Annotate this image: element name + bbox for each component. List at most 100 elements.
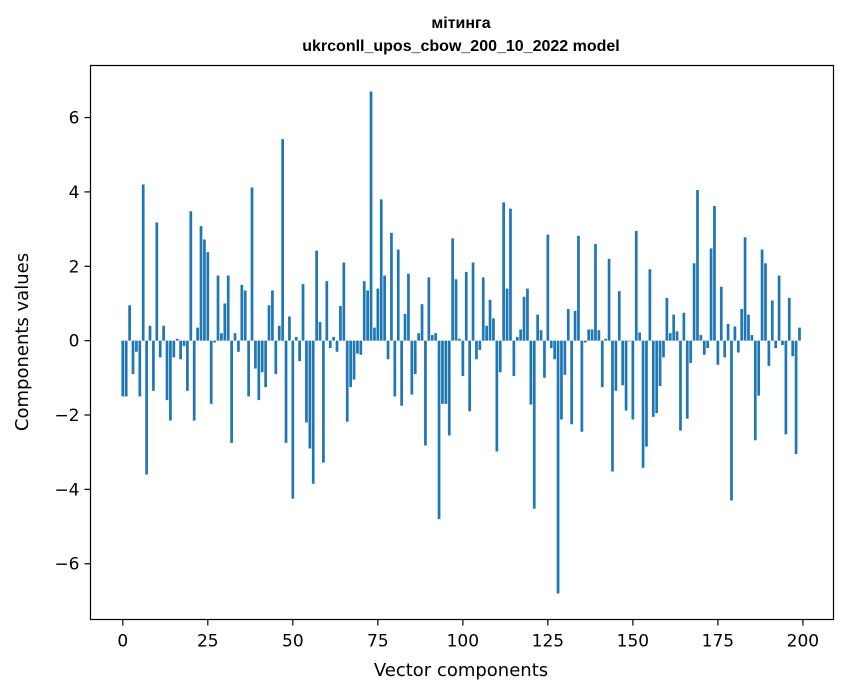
- bar: [764, 263, 767, 341]
- bar: [434, 333, 438, 341]
- bar: [172, 340, 176, 358]
- bar: [621, 340, 625, 386]
- bar: [182, 340, 186, 347]
- bar: [288, 316, 291, 341]
- bar: [271, 290, 274, 341]
- bar: [213, 340, 216, 343]
- bar: [325, 281, 329, 341]
- bar: [672, 314, 676, 341]
- bar: [169, 340, 172, 421]
- bar: [750, 335, 754, 341]
- bar: [410, 340, 414, 395]
- bar: [461, 340, 465, 376]
- bar: [532, 340, 536, 509]
- bar: [454, 279, 458, 341]
- x-tick-label: 75: [367, 632, 389, 652]
- bar: [641, 340, 645, 468]
- bar: [770, 300, 774, 341]
- bar: [471, 262, 475, 341]
- y-tick-label: −6: [54, 555, 79, 575]
- bar: [614, 340, 618, 391]
- bar: [152, 340, 155, 391]
- bar: [328, 340, 332, 349]
- y-tick-label: 4: [69, 183, 80, 203]
- bar: [345, 340, 349, 422]
- bar: [747, 314, 750, 341]
- bar: [226, 275, 230, 341]
- bar: [315, 250, 318, 341]
- bar: [359, 340, 363, 355]
- bar: [430, 335, 434, 341]
- bar: [349, 340, 352, 388]
- bar: [624, 340, 628, 411]
- bar: [407, 273, 410, 341]
- bar: [254, 340, 257, 369]
- bar: [781, 340, 784, 346]
- x-tick-label: 50: [282, 632, 304, 652]
- bar: [158, 340, 162, 358]
- bar: [332, 336, 335, 341]
- bar: [617, 291, 621, 341]
- bar: [281, 139, 284, 341]
- bar: [492, 318, 495, 341]
- bar: [301, 284, 305, 341]
- bar: [536, 314, 540, 341]
- x-tick-label: 25: [197, 632, 219, 652]
- bar: [736, 340, 740, 353]
- bar: [369, 91, 373, 341]
- bar: [662, 340, 665, 358]
- x-tick-label: 200: [787, 632, 819, 652]
- bar: [308, 340, 312, 449]
- bar: [713, 206, 716, 341]
- bar: [519, 329, 523, 341]
- bar: [478, 340, 482, 350]
- bar: [689, 340, 693, 363]
- bar: [373, 327, 376, 341]
- bar: [352, 340, 356, 380]
- bar: [124, 340, 128, 397]
- bar: [767, 340, 771, 366]
- bar: [573, 310, 577, 341]
- bar: [784, 340, 788, 435]
- bar: [709, 248, 713, 341]
- bar: [155, 222, 159, 341]
- bar: [366, 290, 369, 341]
- bar: [186, 340, 189, 391]
- bar: [546, 234, 550, 341]
- bar: [668, 333, 672, 341]
- bar: [529, 340, 533, 405]
- bar: [570, 340, 574, 425]
- bar: [199, 226, 203, 341]
- bar: [699, 335, 703, 341]
- bar: [611, 340, 614, 472]
- bar: [580, 340, 584, 432]
- bar: [413, 340, 417, 375]
- bar: [787, 297, 791, 341]
- bar: [318, 322, 322, 341]
- bar: [631, 340, 635, 420]
- bar: [179, 340, 182, 360]
- bar: [335, 340, 339, 352]
- bar: [655, 340, 659, 414]
- bar: [305, 340, 308, 423]
- bar: [447, 340, 451, 436]
- bar: [192, 340, 196, 421]
- bar: [250, 187, 254, 341]
- bar: [692, 263, 696, 341]
- bar: [706, 340, 710, 349]
- bar: [403, 313, 407, 341]
- bar: [719, 286, 723, 341]
- bar: [451, 238, 455, 341]
- bar: [485, 325, 489, 341]
- bar: [607, 258, 611, 341]
- bar: [726, 323, 730, 341]
- bar: [294, 336, 298, 341]
- bar: [458, 338, 461, 341]
- bar: [777, 275, 781, 341]
- bar: [444, 340, 448, 404]
- bar: [566, 309, 570, 341]
- bar: [665, 297, 669, 341]
- bar: [196, 327, 199, 341]
- bar: [539, 330, 543, 341]
- bar: [386, 340, 390, 360]
